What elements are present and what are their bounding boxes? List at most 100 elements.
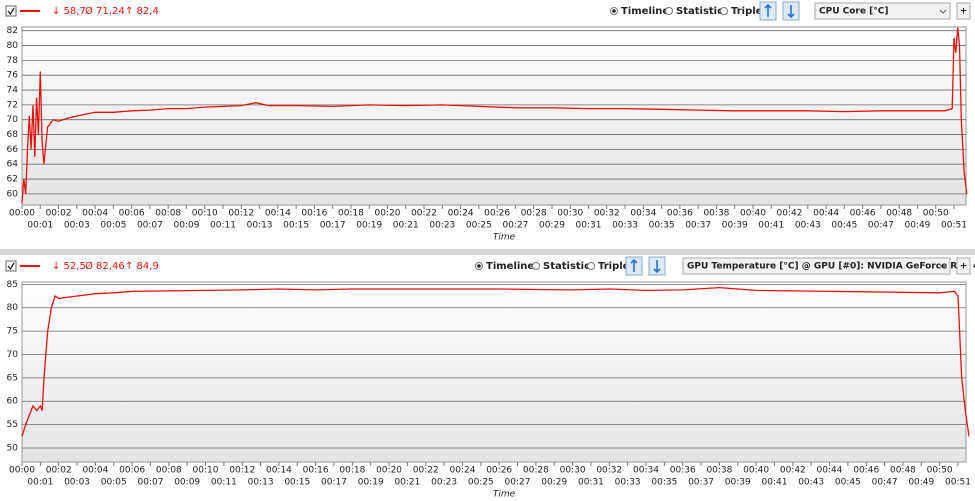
x-tick-label: 00:23 bbox=[431, 478, 457, 488]
x-tick-label: 00:13 bbox=[248, 478, 274, 488]
stat-value: ↓ 58,7 bbox=[52, 6, 86, 17]
x-tick-label: 00:08 bbox=[155, 209, 181, 219]
y-tick-label: 70 bbox=[7, 350, 19, 360]
x-tick-label: 00:12 bbox=[228, 209, 254, 219]
y-tick-label: 60 bbox=[7, 397, 19, 407]
y-tick-label: 78 bbox=[7, 56, 19, 66]
radio-button[interactable] bbox=[587, 262, 595, 270]
x-tick-label: 00:47 bbox=[868, 221, 894, 231]
y-tick-label: 74 bbox=[7, 86, 19, 96]
data-line bbox=[21, 27, 968, 204]
x-tick-label: 00:45 bbox=[835, 478, 861, 488]
x-tick-label: 00:00 bbox=[9, 466, 35, 476]
arrow-icon bbox=[787, 5, 795, 19]
x-tick-label: 00:04 bbox=[82, 209, 108, 219]
add-button[interactable] bbox=[956, 257, 971, 275]
x-tick-label: 00:20 bbox=[376, 466, 402, 476]
checkbox[interactable] bbox=[5, 5, 17, 17]
y-tick-label: 62 bbox=[7, 175, 18, 185]
plot-area bbox=[21, 26, 967, 206]
x-tick-label: 00:11 bbox=[210, 221, 236, 231]
x-tick-label: 00:17 bbox=[320, 221, 346, 231]
x-tick-label: 00:04 bbox=[82, 466, 108, 476]
x-tick-label: 00:11 bbox=[211, 478, 237, 488]
y-tick-label: 80 bbox=[7, 303, 19, 313]
checkbox[interactable] bbox=[5, 260, 17, 272]
y-tick-label: 72 bbox=[7, 100, 18, 110]
x-tick-label: 00:50 bbox=[927, 466, 953, 476]
x-tick-label: 00:46 bbox=[853, 466, 879, 476]
add-icon: + bbox=[960, 262, 968, 272]
x-tick-label: 00:09 bbox=[174, 478, 200, 488]
radio-label[interactable]: Timeline bbox=[486, 261, 534, 272]
x-tick-label: 00:32 bbox=[596, 466, 622, 476]
x-tick-label: 00:49 bbox=[904, 221, 930, 231]
x-tick-label: 00:19 bbox=[358, 478, 384, 488]
add-button[interactable] bbox=[956, 2, 971, 20]
x-tick-label: 00:43 bbox=[798, 478, 824, 488]
x-tick-label: 00:51 bbox=[945, 478, 971, 488]
radio-label[interactable]: Statistic bbox=[676, 6, 723, 17]
x-tick-label: 00:46 bbox=[850, 209, 876, 219]
x-tick-label: 00:19 bbox=[356, 221, 382, 231]
x-tick-label: 00:18 bbox=[338, 209, 364, 219]
x-tick-label: 00:30 bbox=[557, 209, 583, 219]
x-tick-label: 00:07 bbox=[138, 478, 164, 488]
x-tick-label: 00:36 bbox=[667, 209, 693, 219]
x-tick-label: 00:31 bbox=[578, 478, 604, 488]
sensor-dropdown[interactable] bbox=[814, 2, 951, 20]
stat-value: ↓ 52,5 bbox=[52, 261, 86, 272]
radio-label[interactable]: Statistic bbox=[543, 261, 590, 272]
sensor-name: CPU Core [°C] bbox=[819, 7, 888, 17]
x-tick-label: 00:08 bbox=[156, 466, 182, 476]
x-tick-label: 00:06 bbox=[119, 209, 145, 219]
checkmark bbox=[7, 7, 15, 16]
x-tick-label: 00:01 bbox=[27, 478, 53, 488]
x-tick-label: 00:26 bbox=[486, 466, 512, 476]
x-tick-label: 00:48 bbox=[886, 209, 912, 219]
radio-button[interactable] bbox=[532, 262, 540, 270]
stat-value: Ø 71,24 bbox=[85, 5, 125, 17]
panel-separator bbox=[0, 249, 975, 255]
y-tick-label: 82 bbox=[7, 26, 18, 36]
x-tick-label: 00:44 bbox=[817, 466, 843, 476]
x-tick-label: 00:21 bbox=[394, 478, 420, 488]
radio-dot bbox=[477, 264, 481, 268]
x-tick-label: 00:40 bbox=[743, 466, 769, 476]
x-tick-label: 00:27 bbox=[505, 478, 531, 488]
stat-value: ↑ 82,4 bbox=[125, 6, 159, 17]
radio-label[interactable]: Triple bbox=[598, 261, 630, 272]
x-tick-label: 00:13 bbox=[247, 221, 273, 231]
plot-area bbox=[21, 281, 967, 463]
x-tick-label: 00:37 bbox=[688, 478, 714, 488]
x-tick-label: 00:29 bbox=[541, 478, 567, 488]
radio-button[interactable] bbox=[665, 7, 673, 15]
y-tick-label: 85 bbox=[7, 280, 18, 290]
x-tick-label: 00:07 bbox=[137, 221, 163, 231]
radio-label[interactable]: Timeline bbox=[621, 6, 669, 17]
x-tick-label: 00:24 bbox=[448, 209, 474, 219]
x-tick-label: 00:32 bbox=[594, 209, 620, 219]
x-tick-label: 00:00 bbox=[9, 209, 35, 219]
x-tick-label: 00:28 bbox=[521, 209, 547, 219]
x-tick-label: 00:26 bbox=[484, 209, 510, 219]
x-tick-label: 00:39 bbox=[725, 478, 751, 488]
sensor-dropdown[interactable] bbox=[682, 257, 951, 275]
x-axis-label: Time bbox=[493, 490, 516, 500]
y-tick-label: 64 bbox=[7, 160, 19, 170]
radio-button[interactable] bbox=[720, 7, 728, 15]
x-tick-label: 00:41 bbox=[758, 221, 784, 231]
x-tick-label: 00:06 bbox=[119, 466, 145, 476]
x-tick-label: 00:50 bbox=[923, 209, 949, 219]
stat-value: ↑ 84,9 bbox=[125, 261, 159, 272]
y-tick-label: 60 bbox=[7, 189, 19, 199]
data-line bbox=[21, 286, 970, 437]
x-tick-label: 00:01 bbox=[27, 221, 53, 231]
x-tick-label: 00:09 bbox=[174, 221, 200, 231]
x-tick-label: 00:15 bbox=[283, 221, 309, 231]
x-tick-label: 00:38 bbox=[703, 209, 729, 219]
x-tick-label: 00:49 bbox=[908, 478, 934, 488]
radio-label[interactable]: Triple bbox=[731, 6, 763, 17]
x-tick-label: 00:02 bbox=[46, 466, 72, 476]
